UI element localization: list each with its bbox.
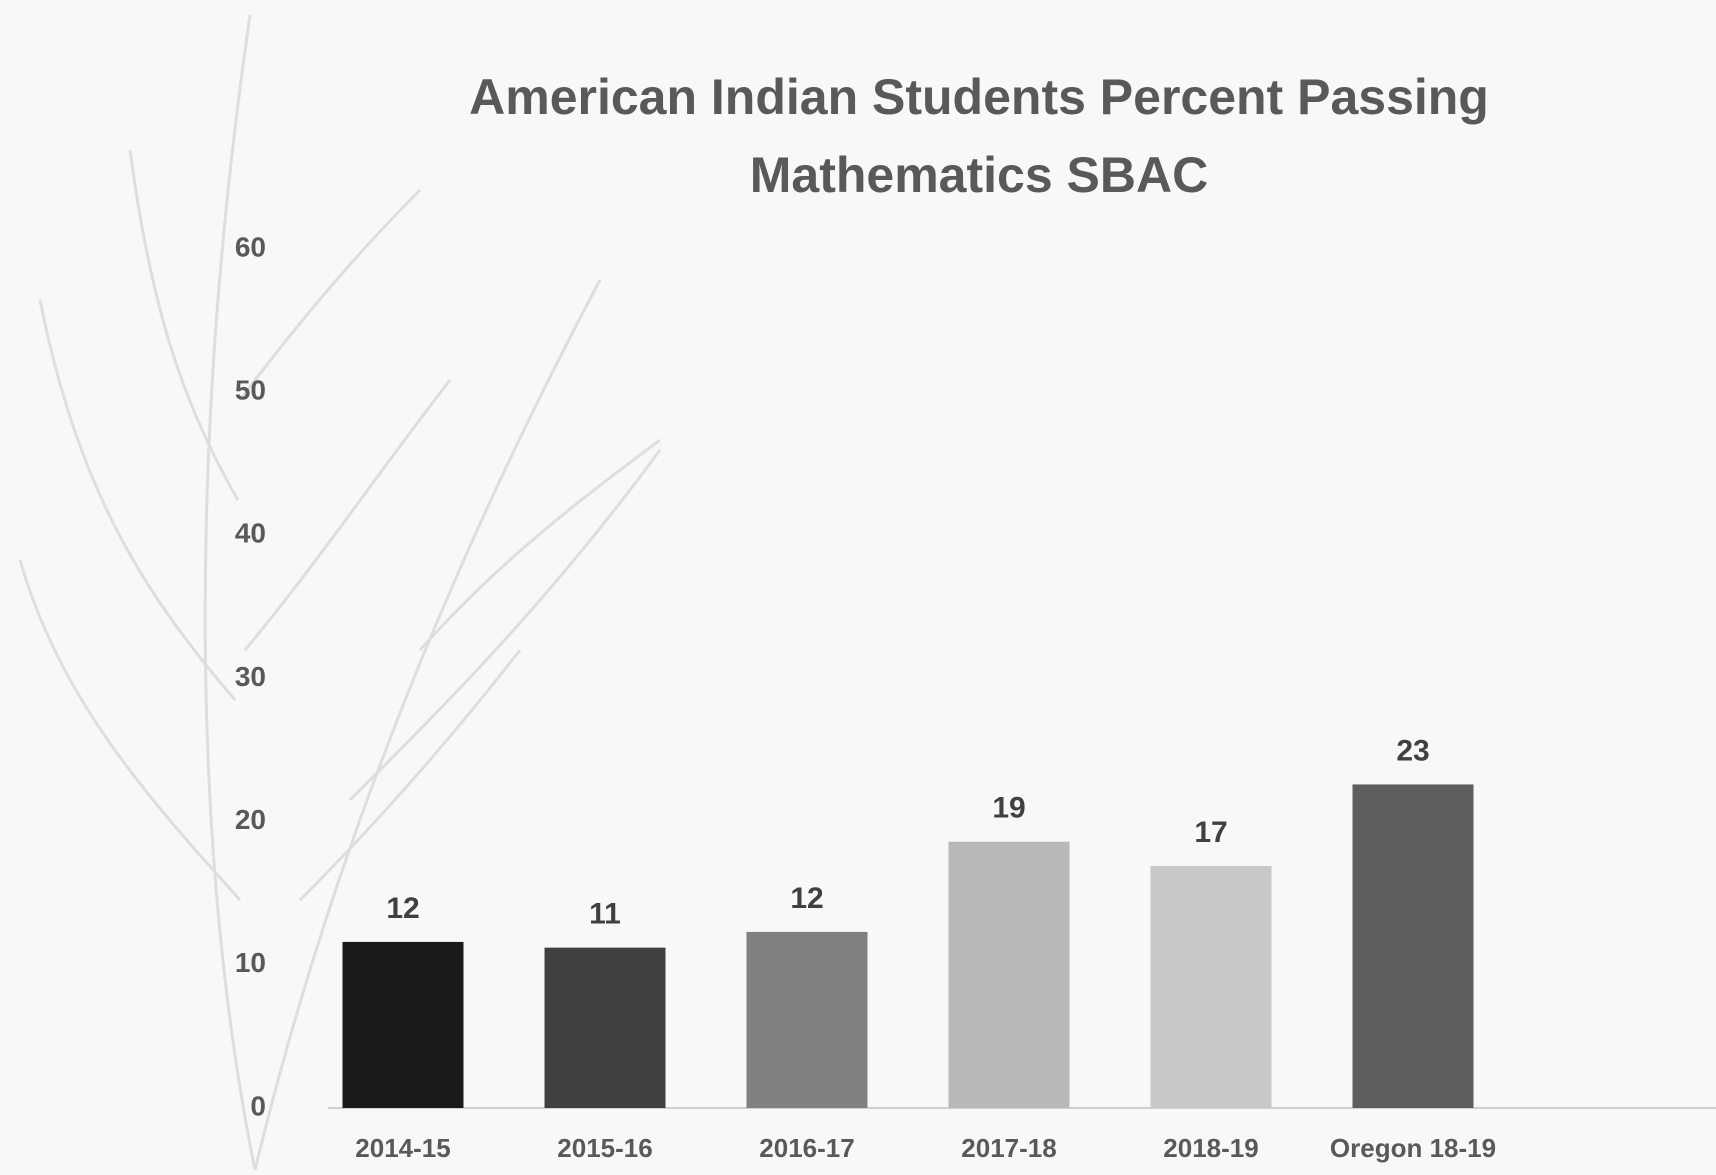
bar [544,947,666,1108]
y-tick-label: 10 [235,947,266,978]
data-label: 17 [1194,816,1227,849]
feather-decoration [18,14,662,1171]
bar [746,931,868,1108]
data-label: 23 [1396,734,1429,767]
x-tick-label: 2018-19 [1163,1133,1258,1163]
data-label: 19 [992,792,1025,825]
y-tick-label: 60 [235,231,266,262]
bar [342,941,464,1108]
bar [1150,866,1272,1108]
y-tick-label: 0 [250,1090,266,1121]
data-label: 12 [790,882,823,915]
x-tick-label: Oregon 18-19 [1330,1133,1496,1163]
y-tick-label: 30 [235,661,266,692]
x-tick-label: 2014-15 [355,1133,450,1163]
chart-title: American Indian Students Percent Passing… [469,69,1489,203]
data-label: 11 [589,898,621,931]
x-tick-label: 2017-18 [961,1133,1056,1163]
y-tick-label: 20 [235,804,266,835]
bar [1352,784,1474,1108]
x-tick-label: 2015-16 [557,1133,652,1163]
data-label: 12 [386,892,419,925]
x-tick-label: 2016-17 [759,1133,854,1163]
y-tick-label: 40 [235,518,266,549]
bar [948,841,1070,1108]
y-tick-label: 50 [235,375,266,406]
